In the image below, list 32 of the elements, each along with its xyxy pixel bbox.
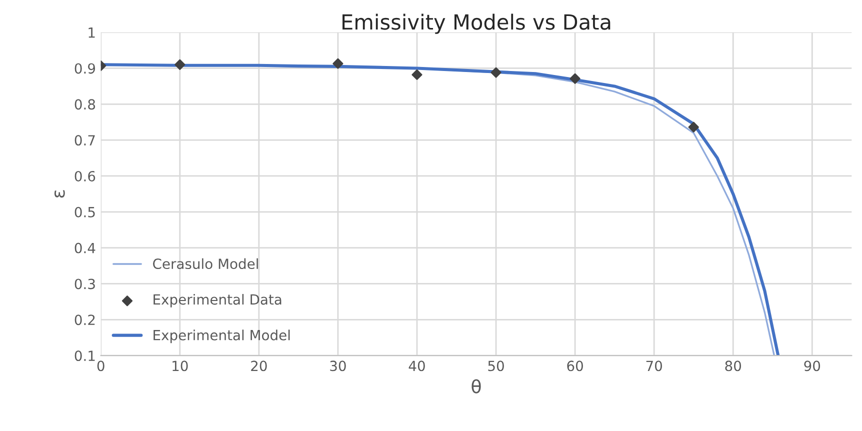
x-tick-label: 30: [330, 360, 346, 372]
legend-label: Experimental Data: [154, 294, 282, 308]
x-tick-label: 20: [251, 360, 267, 372]
x-tick-label: 0: [97, 360, 104, 372]
y-tick-label: 1: [88, 27, 95, 38]
x-tick-label: 70: [646, 360, 662, 372]
y-tick-label: 0.3: [74, 278, 95, 290]
y-tick-label: 0.4: [74, 242, 96, 254]
legend-label: Cerasulo Model: [153, 258, 258, 270]
point: [412, 69, 422, 80]
x-tick-label: 60: [567, 360, 583, 372]
y-axis-title: ε: [54, 190, 65, 198]
legend-label: Experimental Model: [154, 330, 290, 344]
y-tick-label: 0.6: [74, 170, 96, 182]
x-tick-label: 90: [804, 360, 820, 372]
y-tick-label: 0.5: [74, 206, 95, 218]
point: [174, 59, 186, 70]
x-tick-label: 40: [408, 360, 425, 372]
x-tick-label: 10: [172, 360, 188, 372]
x-tick-label: 80: [725, 360, 742, 372]
chart-title: Emissivity Models vs Data: [342, 14, 610, 34]
y-tick-label: 0.7: [74, 135, 95, 146]
point: [688, 122, 699, 132]
y-tick-label: 0.8: [74, 99, 96, 110]
point: [490, 67, 502, 78]
y-tick-label: 0.2: [74, 314, 95, 326]
y-tick-label: 0.1: [74, 350, 95, 362]
y-tick-label: 0.9: [74, 63, 96, 74]
x-axis-title: θ: [472, 379, 481, 394]
x-tick-label: 50: [488, 360, 504, 372]
point: [570, 73, 580, 84]
point: [332, 58, 344, 69]
